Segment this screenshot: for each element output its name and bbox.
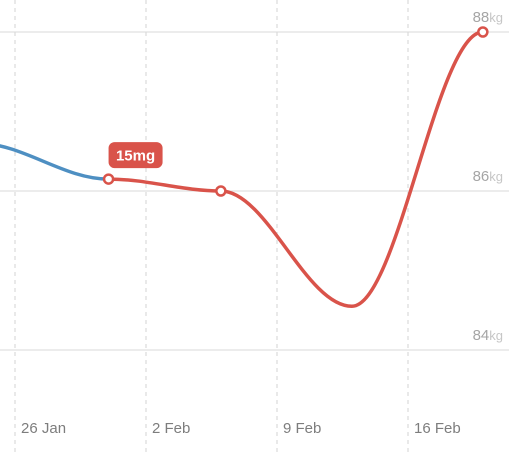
- x-tick-label: 9 Feb: [283, 420, 321, 437]
- y-tick-label: 84kg: [473, 327, 503, 344]
- x-tick-label: 2 Feb: [152, 420, 190, 437]
- x-tick-label: 26 Jan: [21, 420, 66, 437]
- y-tick-label: 86kg: [473, 168, 503, 185]
- series-line-2: [106, 30, 485, 309]
- y-tick-number: 88: [473, 9, 490, 26]
- data-point[interactable]: [477, 26, 489, 38]
- dosage-annotation: 15mg: [108, 142, 163, 169]
- annotation-badge: [108, 142, 163, 169]
- y-tick-label: 88kg: [473, 9, 503, 26]
- x-tick-label: 16 Feb: [414, 420, 461, 437]
- y-tick-unit: kg: [489, 328, 503, 343]
- data-point[interactable]: [102, 173, 115, 185]
- y-tick-number: 86: [473, 168, 490, 185]
- y-tick-unit: kg: [489, 169, 503, 184]
- y-tick-number: 84: [473, 327, 490, 344]
- y-tick-unit: kg: [489, 10, 503, 25]
- data-point[interactable]: [215, 185, 227, 197]
- annotation-label: 15mg: [116, 148, 155, 165]
- series-line-1: [0, 144, 111, 181]
